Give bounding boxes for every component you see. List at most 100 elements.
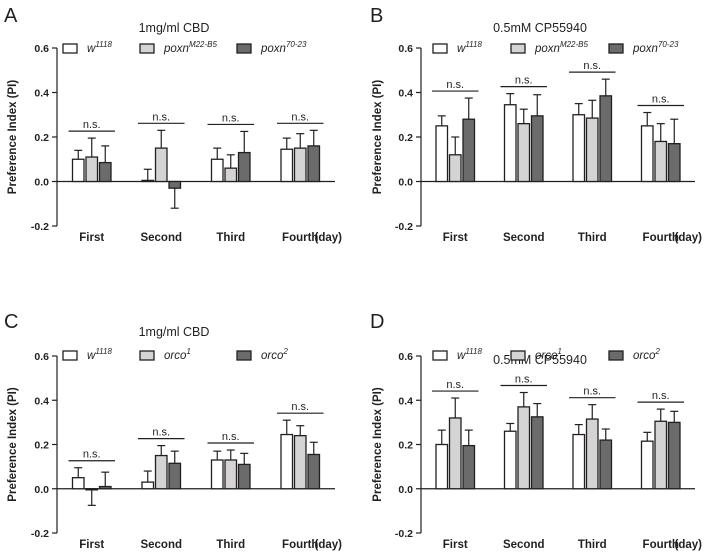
legend-swatch	[62, 43, 78, 54]
legend-label: w1118	[87, 347, 112, 362]
bar-first-s2	[85, 156, 99, 183]
y-tick-label: 0.2	[398, 440, 413, 452]
legend-label-name: w	[87, 350, 96, 362]
x-category-label: Third	[216, 539, 245, 551]
x-category-label: Third	[578, 232, 607, 244]
y-axis-label: Preference Index (PI)	[7, 80, 19, 195]
bar-third-s3	[599, 95, 613, 183]
bar-fourth-s2	[293, 434, 307, 490]
x-category-label: Third	[578, 539, 607, 551]
bar-third-s2	[585, 117, 599, 183]
y-tick-label: -0.2	[395, 221, 413, 233]
legend-label: w1118	[457, 347, 482, 362]
legend-label-superscript: 2	[654, 347, 660, 356]
legend-label-superscript: 70-23	[286, 40, 307, 49]
y-tick-label: 0.6	[398, 351, 413, 363]
legend-label: orco2	[633, 347, 660, 362]
x-category-label: Third	[216, 232, 245, 244]
bar-fourth-s1	[280, 433, 294, 490]
bar-fourth-s3	[667, 143, 681, 183]
panel-c: C 1mg/ml CBD -0.2 0.0 0.2 0.4 0.6 Preference In…	[4, 311, 342, 551]
bar-second-s1	[503, 430, 517, 490]
bar-second-s2	[154, 147, 168, 183]
x-category-label: First	[79, 232, 104, 244]
bar-second-s3	[530, 115, 544, 183]
bar-first-s1	[71, 477, 85, 490]
bar-first-s3	[462, 444, 476, 490]
legend-label-name: poxn	[534, 43, 560, 55]
bar-second-s3	[168, 180, 182, 189]
legend-label-name: w	[457, 43, 466, 55]
bar-first-s2	[85, 488, 99, 491]
legend-label-superscript: 70-23	[658, 40, 679, 49]
legend-label-name: w	[87, 43, 96, 55]
y-tick-label: 0.6	[34, 351, 49, 363]
bar-fourth-s3	[667, 421, 681, 490]
legend-label: poxnM22-B5	[163, 40, 218, 55]
legend-label-name: w	[457, 350, 466, 362]
bar-first-s1	[71, 158, 85, 183]
legend-swatch	[62, 350, 78, 361]
y-tick-label: 0.2	[34, 132, 49, 144]
legend-label: orco1	[164, 347, 191, 362]
legend-swatch	[608, 43, 624, 54]
x-category-label: Second	[140, 539, 182, 551]
panel-letter: B	[370, 5, 383, 27]
y-tick-label: 0.2	[34, 440, 49, 452]
y-tick-label: 0.4	[34, 88, 49, 100]
y-axis-label: Preference Index (PI)	[372, 387, 384, 502]
bar-third-s1	[210, 459, 224, 490]
legend-label-name: poxn	[632, 43, 658, 55]
bar-third-s2	[585, 418, 599, 490]
y-tick-label: -0.2	[31, 528, 49, 540]
legend-swatch	[432, 43, 448, 54]
x-unit-label: (day)	[675, 539, 703, 551]
significance-label: n.s.	[152, 427, 170, 439]
y-tick-label: 0.4	[398, 395, 413, 407]
y-tick-label: 0.2	[398, 132, 413, 144]
legend-label-superscript: 1	[557, 347, 561, 356]
significance-label: n.s.	[222, 431, 240, 443]
bar-second-s2	[517, 406, 531, 490]
legend-swatch	[510, 350, 526, 361]
bar-second-s3	[168, 462, 182, 490]
chart-title: 1mg/ml CBD	[139, 21, 210, 35]
bar-third-s3	[237, 151, 251, 183]
significance-label: n.s.	[83, 119, 101, 131]
panel-letter: A	[4, 5, 18, 27]
x-category-label: Fourth	[643, 232, 679, 244]
legend-label-name: poxn	[260, 43, 286, 55]
bar-second-s1	[503, 104, 517, 183]
bar-third-s2	[224, 459, 238, 490]
bar-first-s1	[435, 443, 449, 490]
y-tick-label: 0.0	[398, 177, 413, 189]
legend-label-name: poxn	[163, 43, 189, 55]
bar-first-s3	[98, 161, 112, 183]
significance-label: n.s.	[583, 60, 601, 72]
y-tick-label: 0.0	[34, 177, 49, 189]
bar-second-s3	[530, 416, 544, 490]
significance-label: n.s.	[652, 390, 670, 402]
legend-swatch	[236, 350, 252, 361]
legend-label-superscript: 1	[186, 347, 190, 356]
y-tick-label: 0.4	[34, 395, 49, 407]
bar-second-s2	[154, 454, 168, 490]
y-tick-label: 0.6	[398, 43, 413, 55]
legend-label: orco1	[535, 347, 562, 362]
bar-second-s1	[141, 179, 155, 183]
legend-swatch	[139, 43, 155, 54]
legend-swatch	[608, 350, 624, 361]
legend-swatch	[432, 350, 448, 361]
legend-label-name: orco	[164, 350, 187, 362]
bar-second-s1	[141, 481, 155, 490]
x-category-label: Fourth	[643, 539, 679, 551]
legend-swatch	[139, 350, 155, 361]
bar-third-s1	[572, 433, 586, 490]
significance-label: n.s.	[583, 386, 601, 398]
panel-d: D0.5mM CP55940-0.20.00.20.40.6Preference…	[370, 311, 702, 551]
x-unit-label: (day)	[315, 232, 343, 244]
bar-fourth-s2	[293, 147, 307, 183]
significance-label: n.s.	[291, 401, 309, 413]
legend-label: poxn70-23	[632, 40, 679, 55]
bar-fourth-s2	[654, 140, 668, 183]
